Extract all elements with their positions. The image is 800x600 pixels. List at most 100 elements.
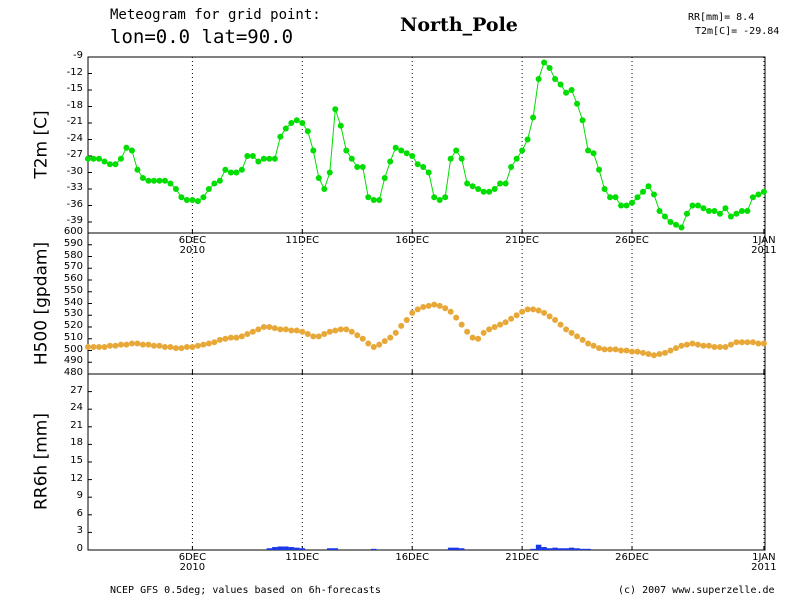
panel-frame (87, 56, 766, 234)
h500-point (161, 343, 168, 350)
h500-point (744, 339, 751, 346)
temperature-point (293, 117, 300, 124)
h500-point (650, 352, 657, 359)
temperature-point (161, 177, 168, 184)
h500-point (716, 343, 723, 350)
precip-bar (557, 548, 564, 550)
h500-point (205, 340, 212, 347)
temperature-point (178, 194, 185, 201)
temperature-point (326, 169, 333, 176)
h500-point (425, 302, 432, 309)
temperature-point (409, 153, 416, 159)
h500-point (183, 343, 190, 350)
h500-point (282, 326, 289, 333)
footer-left: NCEP GFS 0.5deg; values based on 6h-fore… (110, 585, 381, 596)
h500-point (172, 345, 179, 352)
y-tick-label: 520 (63, 320, 83, 331)
y-tick-label: 600 (63, 226, 83, 237)
y-tick-label: -33 (66, 182, 83, 193)
h500-point (321, 331, 328, 338)
h500-point (618, 347, 625, 354)
h500-point (612, 346, 619, 353)
footer-right: (c) 2007 www.superzelle.de (618, 585, 775, 596)
temperature-point (711, 208, 718, 214)
temperature-point (491, 186, 498, 192)
h500-point (392, 329, 399, 336)
h500-point (117, 341, 124, 348)
precip-bar (546, 548, 553, 550)
h500-point (85, 343, 91, 350)
temperature-point (101, 158, 108, 165)
h500-point (508, 315, 515, 322)
temperature-point (568, 87, 575, 93)
h500-point (95, 343, 102, 350)
y-tick-label: 500 (63, 343, 83, 355)
h500-point (249, 328, 256, 335)
h500-point (672, 345, 679, 352)
temperature-point (650, 191, 657, 198)
temperature-point (458, 155, 465, 162)
y-tick-label: 580 (63, 249, 83, 261)
temperature-point (227, 169, 234, 176)
h500-point (491, 324, 498, 330)
temperature-point (189, 197, 196, 203)
temperature-point (480, 188, 487, 195)
y-tick-label: 530 (63, 308, 83, 320)
h500-point (694, 341, 701, 348)
h500-point (244, 331, 251, 338)
h500-point (601, 346, 608, 353)
temperature-point (365, 194, 372, 201)
temperature-point (106, 161, 113, 168)
temperature-point (623, 202, 630, 209)
h500-point (211, 339, 218, 346)
x-tick-label: 6DEC 2010 (178, 235, 207, 256)
temperature-point (585, 147, 592, 154)
temperature-point (727, 213, 734, 220)
precip-bar (563, 548, 569, 550)
h500-point (596, 345, 603, 352)
y-tick-label: -39 (66, 215, 83, 226)
h500-point (403, 316, 410, 323)
h500-point (705, 342, 712, 349)
x-tick-label: 26DEC (615, 235, 649, 246)
temperature-point (694, 202, 701, 209)
h500-point (574, 333, 581, 340)
h500-point (623, 347, 630, 354)
temperature-point (205, 186, 212, 192)
y-tick-label: -27 (66, 149, 83, 160)
h500-point (156, 342, 163, 349)
h500-point (337, 326, 344, 333)
h500-point (189, 343, 196, 350)
precip-bar (266, 548, 273, 550)
h500-point (145, 341, 152, 348)
y-tick-label: 550 (63, 284, 83, 296)
h500-point (607, 346, 614, 353)
precip-bar (272, 547, 278, 550)
h500-point (277, 326, 284, 333)
h500-point (568, 329, 575, 336)
temperature-point (145, 177, 152, 184)
temperature-point (716, 210, 723, 217)
y-tick-label: 6 (76, 507, 83, 519)
h500-point (370, 343, 377, 350)
temperature-point (354, 164, 361, 170)
h500-point (359, 335, 366, 342)
temperature-point (128, 147, 135, 154)
h500-point (266, 324, 273, 330)
h500-point (475, 335, 482, 342)
h500-point (332, 327, 339, 334)
h500-point (398, 322, 405, 329)
h500-point (255, 326, 262, 333)
precip-bar (370, 548, 377, 550)
precip-bar (283, 546, 289, 550)
precip-bar (458, 548, 465, 550)
h500-point (381, 338, 388, 345)
y-tick-label: -9 (73, 50, 83, 61)
h500-point (200, 341, 207, 348)
temperature-point (392, 144, 399, 151)
temperature-point (398, 147, 405, 154)
h500-point (420, 304, 427, 311)
header-line1: Meteogram for grid point: (110, 7, 321, 23)
h500-point (689, 340, 696, 347)
precip-bar (277, 546, 284, 550)
